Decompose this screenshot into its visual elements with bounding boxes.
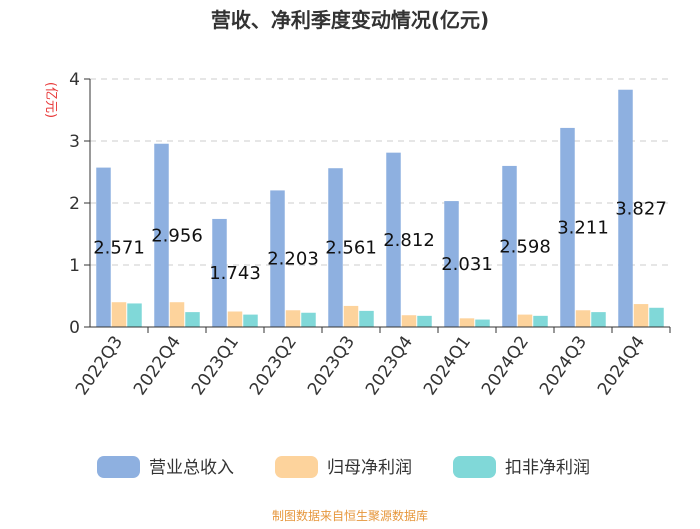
bar-营业总收入-2023Q2 <box>270 190 285 327</box>
bar-营业总收入-2023Q3 <box>328 168 343 327</box>
y-tick-label: 1 <box>69 256 80 276</box>
legend-label-营业总收入: 营业总收入 <box>149 458 234 478</box>
bar-营业总收入-2024Q2 <box>502 165 517 327</box>
legend-label-扣非净利润: 扣非净利润 <box>505 458 590 478</box>
bar-归母净利润-2024Q3 <box>575 310 591 327</box>
y-axis-label: (亿元) <box>43 82 58 118</box>
data-labels: 2.571 2.956 1.743 2.203 2.561 2.812 2.031 2.598… <box>93 198 667 284</box>
data-label-2024Q3: 3.211 <box>557 217 609 238</box>
legend-swatch-归母净利润 <box>275 456 318 478</box>
bar-扣非净利润-2023Q1 <box>243 314 258 327</box>
legend: 营业总收入 归母净利润 扣非净利润 <box>97 456 590 478</box>
bar-扣非净利润-2023Q4 <box>417 315 432 327</box>
bar-扣非净利润-2024Q1 <box>475 319 490 327</box>
legend-label-归母净利润: 归母净利润 <box>327 458 412 478</box>
bar-归母净利润-2023Q4 <box>401 315 417 327</box>
bar-营业总收入-2022Q3 <box>96 167 111 327</box>
y-tick-label: 3 <box>69 132 80 152</box>
bar-营业总收入-2022Q4 <box>154 143 169 327</box>
bar-营业总收入-2023Q4 <box>386 152 401 327</box>
x-tick-label: 2024Q1 <box>420 332 475 399</box>
chart-title: 营收、净利季度变动情况(亿元) <box>211 8 489 32</box>
x-tick-label: 2022Q4 <box>130 332 185 399</box>
x-tick-label: 2023Q4 <box>362 332 417 399</box>
legend-swatch-扣非净利润 <box>453 456 496 478</box>
data-label-2023Q1: 1.743 <box>209 263 261 284</box>
bar-归母净利润-2023Q3 <box>343 305 359 327</box>
bar-营业总收入-2024Q3 <box>560 127 575 327</box>
bars <box>96 89 664 327</box>
x-tick-label: 2023Q2 <box>246 332 301 399</box>
bar-归母净利润-2022Q3 <box>111 302 127 327</box>
bar-扣非净利润-2023Q2 <box>301 312 316 327</box>
bar-归母净利润-2022Q4 <box>169 302 185 327</box>
x-tick-label: 2024Q4 <box>594 332 649 399</box>
bar-扣非净利润-2024Q2 <box>533 315 548 327</box>
y-tick-label: 0 <box>69 318 80 338</box>
y-tick-label: 4 <box>69 70 80 90</box>
bar-归母净利润-2024Q2 <box>517 314 533 327</box>
bar-营业总收入-2024Q4 <box>618 89 633 327</box>
x-tick-label: 2023Q1 <box>188 332 243 399</box>
bar-归母净利润-2023Q1 <box>227 311 243 327</box>
data-label-2023Q4: 2.812 <box>383 230 435 251</box>
x-tick-label: 2022Q3 <box>72 332 127 399</box>
bar-归母净利润-2024Q4 <box>633 304 649 327</box>
bar-扣非净利润-2022Q4 <box>185 312 200 327</box>
y-tick-label: 2 <box>69 194 80 214</box>
bar-营业总收入-2023Q1 <box>212 218 227 327</box>
data-label-2024Q4: 3.827 <box>615 198 667 219</box>
data-label-2023Q2: 2.203 <box>267 249 319 270</box>
x-tick-label: 2023Q3 <box>304 332 359 399</box>
source-note: 制图数据来自恒生聚源数据库 <box>272 508 428 523</box>
data-label-2024Q1: 2.031 <box>441 254 493 275</box>
legend-swatch-营业总收入 <box>97 456 140 478</box>
grid-lines <box>90 78 670 266</box>
bar-归母净利润-2024Q1 <box>459 318 475 327</box>
bar-扣非净利润-2024Q4 <box>649 307 664 327</box>
x-tick-label: 2024Q3 <box>536 332 591 399</box>
bar-归母净利润-2023Q2 <box>285 310 301 327</box>
x-tick-label: 2024Q2 <box>478 332 533 399</box>
bar-营业总收入-2024Q1 <box>444 201 459 327</box>
data-label-2022Q4: 2.956 <box>151 225 203 246</box>
data-label-2024Q2: 2.598 <box>499 236 551 257</box>
bar-扣非净利润-2024Q3 <box>591 312 606 327</box>
bar-扣非净利润-2022Q3 <box>127 303 142 327</box>
data-label-2023Q3: 2.561 <box>325 238 377 259</box>
bar-扣非净利润-2023Q3 <box>359 310 374 327</box>
data-label-2022Q3: 2.571 <box>93 237 145 258</box>
